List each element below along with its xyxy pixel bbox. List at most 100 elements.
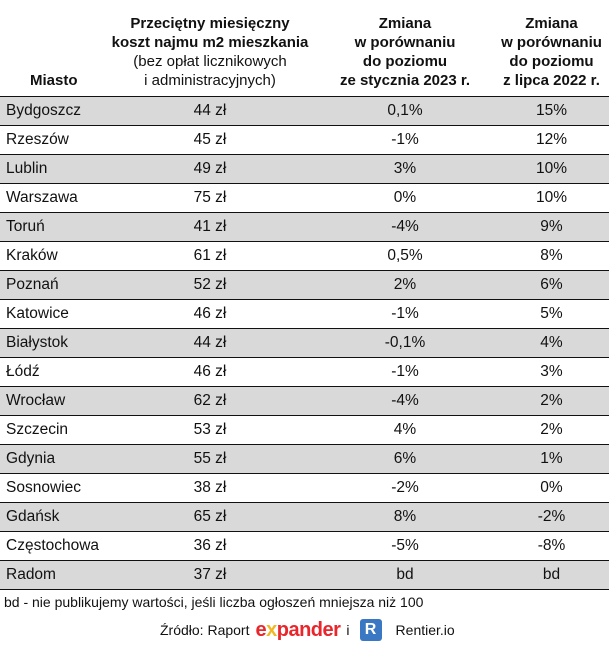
cell-cost: 61 zł xyxy=(104,241,316,271)
rentier-logo-text: Rentier.io xyxy=(395,622,455,638)
table-row: Częstochowa 36 zł -5% -8% xyxy=(0,531,609,561)
header-jan-line: do poziomu xyxy=(362,53,448,70)
cell-cost: 46 zł xyxy=(104,357,316,387)
cell-change-jul: 10% xyxy=(494,154,609,184)
cell-cost: 44 zł xyxy=(104,96,316,126)
cell-change-jan: 3% xyxy=(316,154,494,184)
cell-cost: 46 zł xyxy=(104,299,316,329)
cell-cost: 55 zł xyxy=(104,444,316,474)
header-jul-line: w porównaniu xyxy=(501,34,602,51)
cell-cost: 36 zł xyxy=(104,531,316,561)
cell-city: Częstochowa xyxy=(0,531,104,561)
cell-change-jul: 3% xyxy=(494,357,609,387)
table-row: Lublin 49 zł 3% 10% xyxy=(0,154,609,184)
cell-change-jul: 9% xyxy=(494,212,609,242)
header-jan-line: w porównaniu xyxy=(354,34,456,51)
cell-change-jan: -4% xyxy=(316,386,494,416)
table-row: Radom 37 zł bd bd xyxy=(0,560,609,590)
table-row: Szczecin 53 zł 4% 2% xyxy=(0,415,609,445)
table-row: Katowice 46 zł -1% 5% xyxy=(0,299,609,329)
cell-change-jan: 2% xyxy=(316,270,494,300)
header-jul-line: Zmiana xyxy=(525,15,578,32)
cell-change-jan: bd xyxy=(316,560,494,590)
header-jan-line: ze stycznia 2023 r. xyxy=(339,72,471,89)
header-cost-line: koszt najmu m2 mieszkania xyxy=(111,34,309,51)
cell-change-jan: 8% xyxy=(316,502,494,532)
cell-cost: 41 zł xyxy=(104,212,316,242)
header-cost-line: Przeciętny miesięczny xyxy=(130,15,290,32)
rentier-logo-icon: R xyxy=(359,619,382,641)
cell-city: Białystok xyxy=(0,328,104,358)
header-change-jul: Zmiana w porównaniu do poziomu z lipca 2022… xyxy=(494,14,609,97)
header-row: Miasto Przeciętny miesięczny koszt najmu… xyxy=(0,14,609,97)
table-row: Wrocław 62 zł -4% 2% xyxy=(0,386,609,416)
cell-cost: 44 zł xyxy=(104,328,316,358)
cell-change-jan: 4% xyxy=(316,415,494,445)
cell-change-jan: -1% xyxy=(316,357,494,387)
cell-cost: 52 zł xyxy=(104,270,316,300)
cell-change-jan: 0% xyxy=(316,183,494,213)
table-row: Sosnowiec 38 zł -2% 0% xyxy=(0,473,609,503)
cell-city: Kraków xyxy=(0,241,104,271)
cell-cost: 65 zł xyxy=(104,502,316,532)
header-cost-sub: (bez opłat licznikowych xyxy=(133,53,287,70)
cell-change-jan: -0,1% xyxy=(316,328,494,358)
cell-change-jul: 5% xyxy=(494,299,609,329)
cell-change-jul: 4% xyxy=(494,328,609,358)
cell-change-jan: 0,1% xyxy=(316,96,494,126)
cell-city: Poznań xyxy=(0,270,104,300)
cell-change-jul: -8% xyxy=(494,531,609,561)
cell-city: Radom xyxy=(0,560,104,590)
cell-change-jul: 12% xyxy=(494,125,609,155)
table-row: Kraków 61 zł 0,5% 8% xyxy=(0,241,609,271)
cell-change-jul: 0% xyxy=(494,473,609,503)
cell-city: Łódź xyxy=(0,357,104,387)
table-row: Rzeszów 45 zł -1% 12% xyxy=(0,125,609,155)
cell-cost: 75 zł xyxy=(104,183,316,213)
cell-city: Bydgoszcz xyxy=(0,96,104,126)
cell-cost: 37 zł xyxy=(104,560,316,590)
cell-city: Gdynia xyxy=(0,444,104,474)
cell-change-jul: 2% xyxy=(494,415,609,445)
cell-city: Gdańsk xyxy=(0,502,104,532)
cell-cost: 45 zł xyxy=(104,125,316,155)
cell-change-jul: 15% xyxy=(494,96,609,126)
header-jul-line: z lipca 2022 r. xyxy=(503,72,600,89)
cell-change-jan: 6% xyxy=(316,444,494,474)
table-row: Łódź 46 zł -1% 3% xyxy=(0,357,609,387)
cell-city: Lublin xyxy=(0,154,104,184)
table-row: Warszawa 75 zł 0% 10% xyxy=(0,183,609,213)
cell-change-jul: bd xyxy=(494,560,609,590)
cell-change-jan: -1% xyxy=(316,125,494,155)
cell-city: Katowice xyxy=(0,299,104,329)
cell-cost: 62 zł xyxy=(104,386,316,416)
cell-change-jul: 6% xyxy=(494,270,609,300)
cell-cost: 38 zł xyxy=(104,473,316,503)
source-line: Źródło: Raport expander i R Rentier.io xyxy=(160,619,609,641)
header-change-jan: Zmiana w porównaniu do poziomu ze stycznia … xyxy=(316,14,494,97)
cell-change-jul: -2% xyxy=(494,502,609,532)
cell-cost: 49 zł xyxy=(104,154,316,184)
cell-change-jan: -2% xyxy=(316,473,494,503)
table-row: Gdynia 55 zł 6% 1% xyxy=(0,444,609,474)
table-row: Gdańsk 65 zł 8% -2% xyxy=(0,502,609,532)
header-city: Miasto xyxy=(30,72,78,89)
table-row: Białystok 44 zł -0,1% 4% xyxy=(0,328,609,358)
cell-city: Warszawa xyxy=(0,183,104,213)
cell-city: Sosnowiec xyxy=(0,473,104,503)
cell-change-jan: -1% xyxy=(316,299,494,329)
cell-cost: 53 zł xyxy=(104,415,316,445)
rent-table: Miasto Przeciętny miesięczny koszt najmu… xyxy=(0,14,609,590)
header-cost-sub: i administracyjnych) xyxy=(144,72,276,89)
expander-logo: expander xyxy=(255,619,341,641)
cell-change-jul: 10% xyxy=(494,183,609,213)
header-cost: Przeciętny miesięczny koszt najmu m2 mie… xyxy=(104,14,316,97)
table-row: Toruń 41 zł -4% 9% xyxy=(0,212,609,242)
cell-city: Szczecin xyxy=(0,415,104,445)
header-jul-line: do poziomu xyxy=(509,53,594,70)
cell-change-jan: -4% xyxy=(316,212,494,242)
cell-change-jul: 2% xyxy=(494,386,609,416)
source-conjunction: i xyxy=(346,622,350,638)
cell-city: Rzeszów xyxy=(0,125,104,155)
